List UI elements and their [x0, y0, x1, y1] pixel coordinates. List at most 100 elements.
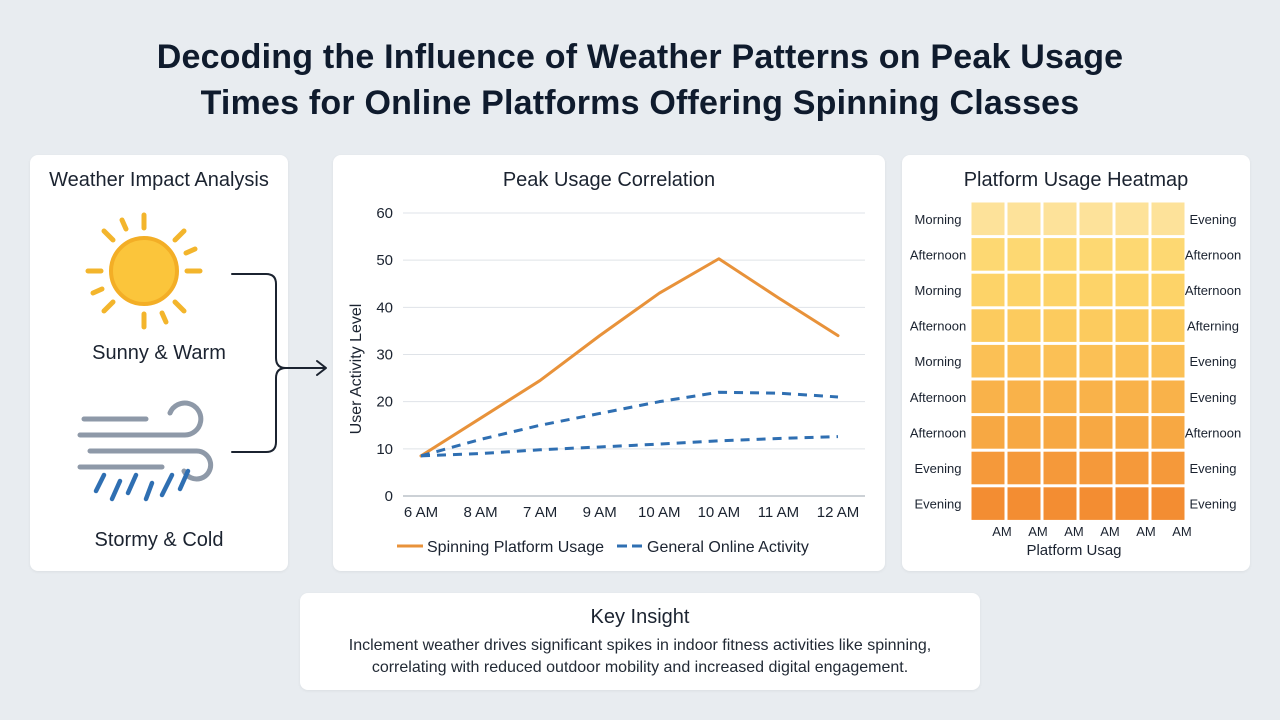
insight-text-line-2: correlating with reduced outdoor mobilit… — [371, 659, 909, 676]
series-line-3 — [420, 435, 839, 458]
x-tick-label: 9 AM — [583, 504, 617, 521]
heatmap-col-label: AM — [1136, 524, 1156, 539]
heatmap-row-label-right: Afternoon — [1185, 247, 1241, 262]
page-title-line-2: Times for Online Platforms Offering Spin… — [200, 84, 1080, 122]
heatmap-cell — [1007, 487, 1041, 520]
heatmap-col-label: AM — [1028, 524, 1048, 539]
heatmap-cell — [971, 487, 1005, 520]
heatmap-cell — [1043, 344, 1077, 378]
heatmap-cell — [1151, 487, 1185, 520]
weather-impact-card: Weather Impact Analysis Sunny & Warm — [30, 155, 288, 571]
x-tick-label: 11 AM — [758, 504, 799, 521]
heatmap-cell — [1115, 202, 1149, 236]
heatmap-cell — [1007, 202, 1041, 236]
heatmap-cell — [1007, 273, 1041, 307]
legend-label: General Online Activity — [647, 539, 809, 556]
key-insight-card: Key Insight Inclement weather drives sig… — [300, 593, 980, 690]
legend-item-1: Spinning Platform Usage — [397, 539, 604, 556]
heatmap-cell — [971, 416, 1005, 449]
x-tick-label: 8 AM — [463, 504, 497, 521]
heatmap-cell — [1115, 309, 1149, 342]
heatmap-col-label: AM — [1172, 524, 1192, 539]
heatmap-cell — [971, 202, 1005, 236]
heatmap-row-label-left: Morning — [915, 283, 962, 298]
heatmap-cell — [1043, 451, 1077, 485]
heatmap-cell — [1043, 273, 1077, 307]
usage-heatmap-card: Platform Usage Heatmap Morning Afternoon M… — [902, 155, 1250, 571]
heatmap-row-label-left: Afternoon — [910, 390, 966, 405]
heatmap-cell — [971, 344, 1005, 378]
heatmap-cell — [1007, 451, 1041, 485]
series-line-2 — [420, 390, 839, 458]
heatmap-cell — [1043, 416, 1077, 449]
heatmap-row-label-left: Evening — [915, 497, 962, 512]
x-tick-label: 12 AM — [817, 504, 860, 521]
sunny-warm-label: Sunny & Warm — [92, 342, 226, 364]
heatmap-cell — [1043, 309, 1077, 342]
heatmap-cell — [1151, 344, 1185, 378]
heatmap-row-label-right: Afterning — [1187, 319, 1239, 334]
heatmap-cell — [1079, 487, 1113, 520]
series-line-1 — [419, 257, 840, 458]
line-chart: 0 10 20 30 40 50 60 6 AM 8 AM 7 AM 9 AM 10 AM 10 AM… — [348, 205, 865, 556]
x-tick-label: 10 AM — [638, 504, 681, 521]
connector-arrow — [231, 273, 327, 453]
heatmap-cell — [1007, 380, 1041, 414]
y-tick-label: 30 — [376, 347, 393, 364]
heatmap-cell — [1079, 202, 1113, 236]
page-title-line-1: Decoding the Influence of Weather Patter… — [156, 38, 1124, 76]
heatmap-col-label: AM — [1064, 524, 1084, 539]
y-tick-label: 40 — [376, 299, 393, 316]
heatmap: Morning Afternoon Morning Afternoon Morning A… — [910, 202, 1241, 559]
chart-title: Peak Usage Correlation — [502, 169, 716, 191]
x-tick-label: 10 AM — [698, 504, 741, 521]
heatmap-col-label: AM — [992, 524, 1012, 539]
heatmap-cell — [1115, 344, 1149, 378]
heatmap-cell — [1079, 451, 1113, 485]
heatmap-cell — [1079, 309, 1113, 342]
heatmap-cell — [1007, 238, 1041, 271]
heatmap-cell — [1079, 273, 1113, 307]
heatmap-cell — [1079, 238, 1113, 271]
heatmap-cell — [1079, 344, 1113, 378]
heatmap-cell — [1043, 380, 1077, 414]
heatmap-cell — [1079, 380, 1113, 414]
heatmap-cell — [1151, 202, 1185, 236]
heatmap-col-label: AM — [1100, 524, 1120, 539]
weather-card-title: Weather Impact Analysis — [49, 169, 269, 191]
heatmap-title: Platform Usage Heatmap — [963, 169, 1189, 191]
heatmap-row-label-right: Afternoon — [1185, 425, 1241, 440]
heatmap-row-label-left: Afternoon — [910, 247, 966, 262]
heatmap-cell — [1151, 380, 1185, 414]
y-tick-label: 0 — [385, 488, 393, 505]
page-title: Decoding the Influence of Weather Patter… — [0, 34, 1280, 126]
heatmap-cell — [971, 238, 1005, 271]
heatmap-cell — [1043, 238, 1077, 271]
sun-icon — [85, 212, 203, 330]
heatmap-cell — [1007, 344, 1041, 378]
y-tick-label: 50 — [376, 252, 393, 269]
heatmap-cell — [971, 309, 1005, 342]
heatmap-cell — [1151, 451, 1185, 485]
heatmap-row-label-left: Afternoon — [910, 425, 966, 440]
heatmap-x-label: Platform Usag — [1026, 542, 1121, 559]
heatmap-cell — [1043, 487, 1077, 520]
heatmap-row-label-right: Evening — [1190, 354, 1237, 369]
heatmap-cell — [1007, 309, 1041, 342]
heatmap-row-label-left: Morning — [915, 212, 962, 227]
heatmap-cell — [1151, 273, 1185, 307]
heatmap-row-label-left: Morning — [915, 354, 962, 369]
heatmap-row-label-right: Evening — [1190, 461, 1237, 476]
heatmap-cell — [971, 273, 1005, 307]
heatmap-row-label-right: Evening — [1190, 390, 1237, 405]
x-tick-label: 7 AM — [523, 504, 557, 521]
x-tick-label: 6 AM — [404, 504, 438, 521]
peak-usage-chart-card: Peak Usage Correlation 0 10 20 30 40 50 60 6 A… — [333, 155, 885, 571]
heatmap-cell — [1115, 487, 1149, 520]
stormy-cold-label: Stormy & Cold — [94, 529, 224, 551]
y-axis-label: User Activity Level — [348, 304, 365, 435]
heatmap-cell — [1115, 238, 1149, 271]
heatmap-row-label-right: Evening — [1190, 212, 1237, 227]
heatmap-cell — [1115, 273, 1149, 307]
heatmap-cell — [971, 380, 1005, 414]
